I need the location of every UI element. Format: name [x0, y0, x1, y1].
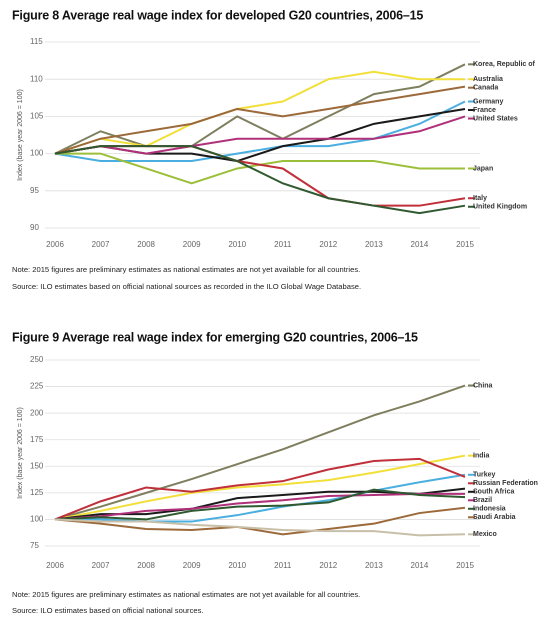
y-tick-label: 100	[30, 515, 44, 524]
line	[54, 145, 466, 207]
x-tick-label: 2013	[365, 561, 383, 570]
legend-label: Japan	[473, 165, 493, 172]
y-tick-label: 150	[30, 461, 44, 470]
x-tick-label: 2010	[228, 561, 246, 570]
line	[54, 488, 466, 521]
y-tick-label: 75	[30, 541, 39, 550]
x-tick-label: 2009	[183, 561, 201, 570]
x-tick-label: 2014	[411, 240, 429, 249]
chart-title: Figure 9 Average real wage index for eme…	[12, 330, 418, 344]
legend-label: Russian Federation	[473, 480, 538, 487]
y-tick-label: 250	[30, 355, 44, 364]
line	[54, 100, 466, 163]
y-axis-label: Index (base year 2006 = 100)	[17, 89, 24, 181]
legend-label: Italy	[473, 195, 487, 202]
line	[54, 454, 466, 521]
line	[54, 145, 466, 215]
x-tick-label: 2015	[456, 561, 474, 570]
legend-label: Germany	[473, 98, 503, 105]
y-tick-label: 125	[30, 488, 44, 497]
line	[54, 70, 465, 155]
x-tick-label: 2008	[137, 561, 155, 570]
legend-label: Turkey	[473, 472, 496, 479]
legend-label: Canada	[473, 85, 498, 92]
legend-label: Indonesia	[473, 506, 506, 513]
y-axis-label: Index (base year 2006 = 100)	[17, 407, 24, 499]
x-tick-label: 2008	[137, 240, 155, 249]
legend-label: Mexico	[473, 531, 497, 538]
x-tick-label: 2015	[456, 240, 474, 249]
line	[54, 492, 465, 521]
line	[54, 506, 466, 536]
x-tick-label: 2010	[228, 240, 246, 249]
note: Note: 2015 figures are preliminary estim…	[12, 590, 361, 599]
y-tick-label: 225	[30, 382, 44, 391]
legend-label: France	[473, 107, 496, 114]
x-tick-label: 2006	[46, 240, 64, 249]
x-tick-label: 2006	[46, 561, 64, 570]
line	[54, 85, 466, 155]
line	[55, 473, 466, 523]
x-tick-label: 2009	[183, 240, 201, 249]
legend-label: Brazil	[473, 497, 492, 504]
y-tick-label: 105	[30, 112, 44, 121]
y-tick-label: 110	[30, 74, 43, 83]
x-tick-label: 2012	[319, 240, 337, 249]
line	[54, 63, 466, 155]
line	[54, 115, 466, 155]
x-tick-label: 2011	[274, 561, 292, 570]
legend-label: China	[473, 382, 493, 389]
x-tick-label: 2011	[274, 240, 292, 249]
y-tick-label: 100	[30, 149, 44, 158]
line	[54, 384, 466, 521]
legend-label: Saudi Arabia	[473, 514, 516, 521]
legend-label: Korea, Republic of	[473, 61, 536, 68]
source: Source: ILO estimates based on official …	[12, 282, 362, 291]
legend-label: United Kingdom	[473, 204, 527, 211]
y-tick-label: 115	[30, 37, 43, 46]
x-tick-label: 2012	[319, 561, 337, 570]
y-tick-label: 90	[30, 223, 39, 232]
chart: Figure 8 Average real wage index for dev…	[12, 8, 536, 249]
legend-label: United States	[473, 115, 518, 122]
source: Source: ILO estimates based on official …	[12, 606, 204, 615]
line	[54, 457, 466, 521]
x-tick-label: 2007	[92, 561, 110, 570]
legend-label: Australia	[473, 76, 503, 83]
chart: Figure 9 Average real wage index for eme…	[12, 330, 538, 570]
x-tick-label: 2013	[365, 240, 383, 249]
line	[55, 152, 465, 185]
y-tick-label: 175	[30, 435, 44, 444]
chart-title: Figure 8 Average real wage index for dev…	[12, 8, 423, 22]
y-tick-label: 95	[30, 186, 39, 195]
note: Note: 2015 figures are preliminary estim…	[12, 265, 361, 274]
line	[54, 518, 466, 537]
legend-label: India	[473, 453, 489, 460]
y-tick-label: 200	[30, 408, 44, 417]
x-tick-label: 2014	[411, 561, 429, 570]
x-tick-label: 2007	[92, 240, 110, 249]
legend-label: South Africa	[473, 489, 514, 496]
